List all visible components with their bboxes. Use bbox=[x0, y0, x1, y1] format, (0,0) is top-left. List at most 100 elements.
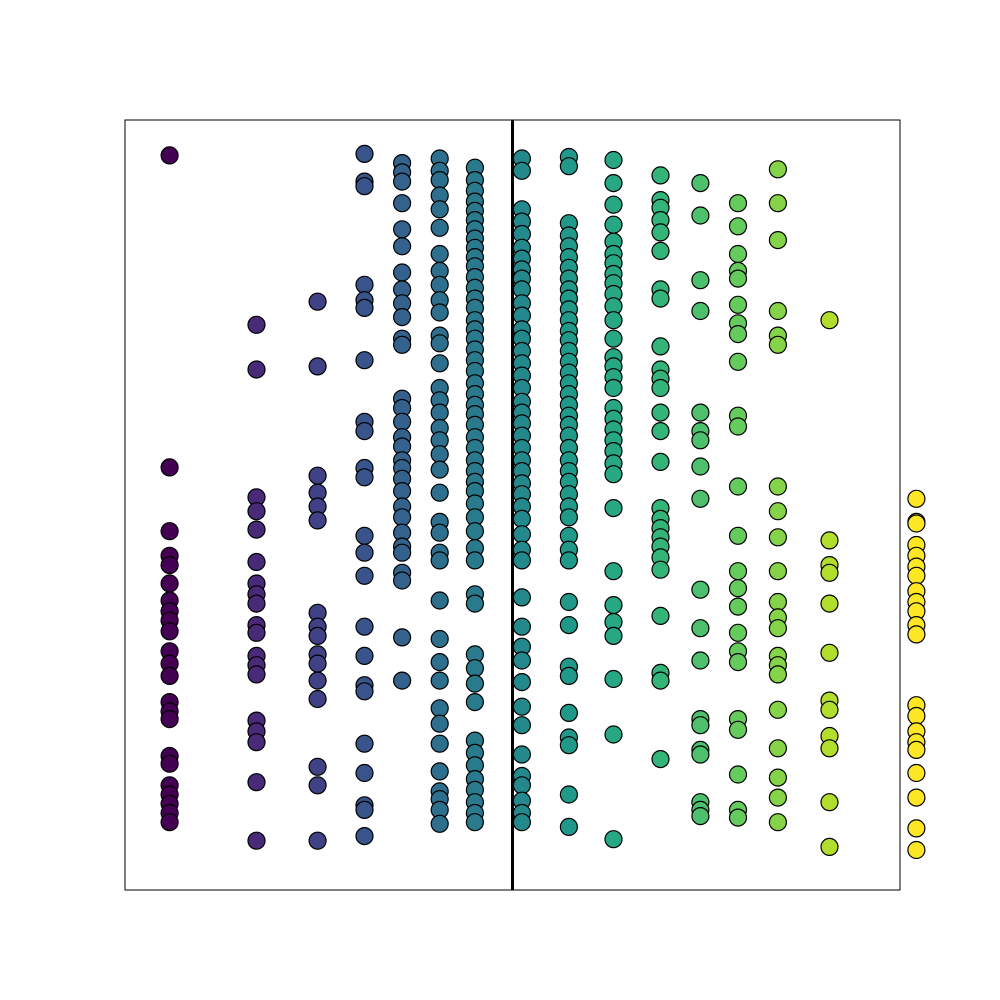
scatter-point bbox=[604, 195, 623, 214]
scatter-point bbox=[465, 692, 484, 712]
plot-frame bbox=[124, 119, 901, 891]
scatter-point bbox=[559, 592, 579, 612]
scatter-point bbox=[728, 526, 748, 545]
scatter-point bbox=[160, 458, 179, 477]
scatter-point bbox=[308, 831, 327, 850]
scatter-point bbox=[691, 580, 710, 599]
scatter-point bbox=[430, 354, 449, 373]
scatter-point bbox=[160, 666, 179, 686]
scatter-point bbox=[430, 814, 449, 833]
scatter-point bbox=[728, 325, 748, 344]
scatter-point bbox=[691, 619, 710, 638]
scatter-point bbox=[728, 579, 748, 598]
scatter-point bbox=[651, 403, 670, 422]
scatter-point bbox=[559, 736, 579, 755]
scatter-point bbox=[308, 466, 327, 485]
scatter-point bbox=[651, 671, 670, 690]
scatter-point bbox=[160, 522, 179, 541]
scatter-point bbox=[355, 144, 374, 163]
scatter-point bbox=[393, 220, 412, 239]
scatter-point bbox=[728, 244, 748, 264]
scatter-point bbox=[247, 831, 266, 850]
scatter-point bbox=[651, 560, 670, 579]
scatter-point bbox=[160, 555, 179, 575]
scatter-point bbox=[355, 682, 374, 701]
scatter-point bbox=[768, 231, 788, 250]
scatter-point bbox=[512, 651, 532, 670]
scatter-point bbox=[393, 482, 412, 501]
scatter-point bbox=[355, 526, 374, 545]
scatter-point bbox=[512, 745, 532, 764]
scatter-point bbox=[430, 652, 449, 672]
scatter-point bbox=[247, 360, 266, 379]
scatter-point bbox=[393, 237, 412, 256]
scatter-point bbox=[559, 615, 579, 635]
scatter-point bbox=[355, 734, 374, 753]
scatter-point bbox=[691, 806, 710, 826]
scatter-point bbox=[430, 200, 449, 219]
scatter-point bbox=[691, 651, 710, 670]
scatter-point bbox=[651, 241, 670, 260]
scatter-point bbox=[651, 378, 670, 398]
scatter-point bbox=[308, 511, 327, 530]
scatter-point bbox=[907, 840, 926, 860]
scatter-point bbox=[559, 157, 579, 176]
scatter-point bbox=[907, 566, 926, 585]
scatter-point bbox=[247, 520, 266, 539]
scatter-point bbox=[768, 562, 788, 581]
scatter-point bbox=[393, 571, 412, 590]
scatter-point bbox=[355, 298, 374, 317]
scatter-point bbox=[651, 422, 670, 441]
scatter-point bbox=[604, 174, 623, 193]
scatter-point bbox=[907, 788, 926, 807]
scatter-point bbox=[393, 628, 412, 647]
scatter-point bbox=[430, 714, 449, 733]
scatter-point bbox=[604, 329, 623, 348]
scatter-point bbox=[430, 445, 449, 464]
scatter-point bbox=[691, 431, 710, 450]
scatter-point bbox=[430, 523, 449, 542]
scatter-point bbox=[355, 763, 374, 783]
scatter-point bbox=[355, 351, 374, 370]
scatter-point bbox=[160, 574, 179, 593]
scatter-point bbox=[768, 665, 788, 684]
scatter-point bbox=[355, 275, 374, 294]
scatter-point bbox=[691, 403, 710, 422]
scatter-point bbox=[907, 819, 926, 838]
scatter-point bbox=[768, 813, 788, 832]
scatter-point bbox=[728, 477, 748, 496]
scatter-point bbox=[512, 672, 532, 692]
scatter-point bbox=[604, 725, 623, 744]
scatter-point bbox=[728, 597, 748, 616]
scatter-point bbox=[728, 808, 748, 827]
scatter-point bbox=[430, 734, 449, 753]
scatter-point bbox=[512, 813, 532, 832]
scatter-point bbox=[820, 700, 839, 719]
scatter-point bbox=[768, 301, 788, 321]
scatter-point bbox=[160, 813, 179, 832]
scatter-point bbox=[691, 716, 710, 735]
scatter-point bbox=[820, 531, 839, 550]
scatter-point bbox=[768, 739, 788, 758]
scatter-point bbox=[728, 352, 748, 371]
scatter-point bbox=[430, 483, 449, 502]
scatter-point bbox=[308, 757, 327, 776]
scatter-point bbox=[393, 308, 412, 327]
scatter-point bbox=[604, 562, 623, 581]
scatter-point bbox=[604, 465, 623, 484]
scatter-point bbox=[907, 706, 926, 726]
scatter-point bbox=[768, 592, 788, 612]
scatter-point bbox=[820, 837, 839, 857]
scatter-point bbox=[728, 720, 748, 739]
scatter-point bbox=[728, 652, 748, 672]
scatter-point bbox=[465, 674, 484, 693]
scatter-point bbox=[768, 160, 788, 179]
scatter-point bbox=[651, 223, 670, 242]
scatter-point bbox=[907, 514, 926, 533]
scatter-point bbox=[604, 311, 623, 330]
scatter-point bbox=[512, 161, 532, 180]
scatter-point bbox=[691, 489, 710, 508]
scatter-point bbox=[308, 671, 327, 690]
scatter-point bbox=[512, 617, 532, 636]
